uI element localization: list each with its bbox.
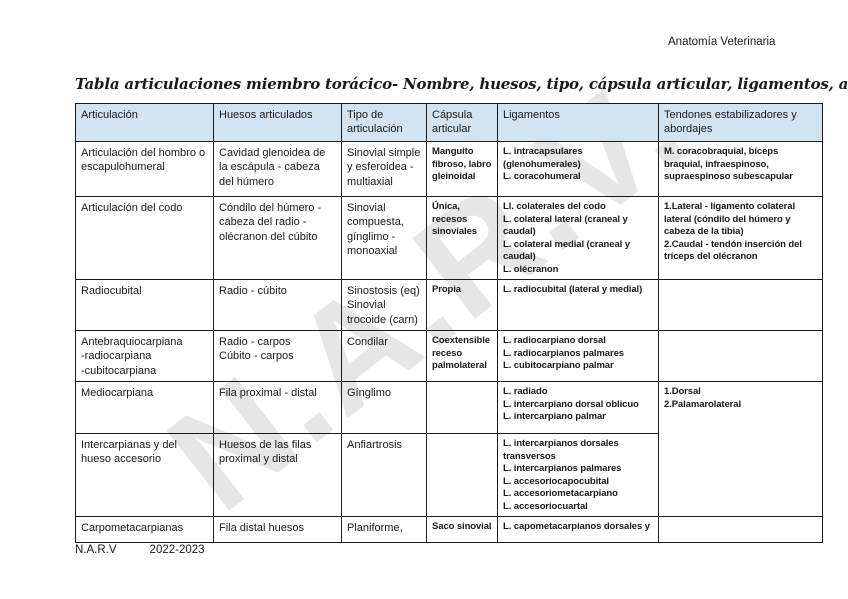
col-header-tipo: Tipo de articulación [341, 103, 427, 142]
cell-type: Gínglimo [341, 380, 427, 434]
cell-joint-name: Articulación del codo [75, 195, 214, 281]
cell-tendons [658, 279, 823, 332]
cell-capsule: Única, recesos sinoviales [426, 195, 498, 281]
cell-capsule [426, 432, 498, 518]
cell-ligaments: L. intercarpianos dorsales transversos L… [497, 432, 659, 518]
col-header-huesos: Huesos articulados [213, 103, 342, 142]
cell-bones: Fila distal huesos [213, 516, 342, 544]
cell-tendons-merged: 1.Dorsal 2.Palamarolateral [658, 380, 823, 518]
table-row: Intercarpianas y del hueso accesorio Hue… [75, 432, 823, 518]
cell-bones: Cavidad glenoidea de la escápula - cabez… [213, 141, 342, 197]
cell-bones: Cóndilo del húmero - cabeza del radio - … [213, 195, 342, 281]
col-header-capsula: Cápsula articular [426, 103, 498, 142]
cell-joint-name: Articulación del hombro o escapulohumera… [75, 141, 214, 197]
cell-joint-name: Carpometacarpianas [75, 516, 214, 544]
table-row: Mediocarpiana Fila proximal - distal Gín… [75, 380, 823, 518]
col-header-tendones: Tendones estabilizadores y abordajes [658, 103, 823, 142]
table-row: Articulación del codo Cóndilo del húmero… [75, 195, 823, 281]
cell-ligaments: L. radiocubital (lateral y medial) [497, 279, 659, 332]
cell-ligaments: Ll. colaterales del codo L. colateral la… [497, 195, 659, 281]
cell-joint-name: Radiocubital [75, 279, 214, 332]
table-row: Radiocubital Radio - cúbito Sinostosis (… [75, 279, 823, 332]
page-header-right: Anatomía Veterinaria [668, 36, 776, 48]
cell-capsule: Manguito fibroso, labro gleinoidal [426, 141, 498, 197]
cell-bones: Radio - cúbito [213, 279, 342, 332]
cell-tendons [658, 516, 823, 544]
cell-ligaments: L. radiocarpiano dorsal L. radiocarpiano… [497, 330, 659, 382]
cell-type: Sinostosis (eq) Sinovial trocoide (carn) [341, 279, 427, 332]
cell-joint-name: Antebraquiocarpiana -radiocarpiana -cubi… [75, 330, 214, 382]
cell-capsule: Saco sinovial [426, 516, 498, 544]
joints-table: Articulación Huesos articulados Tipo de … [75, 103, 823, 544]
table-header-row: Articulación Huesos articulados Tipo de … [75, 103, 823, 142]
cell-bones: Radio - carpos Cúbito - carpos [213, 330, 342, 382]
cell-tendons: M. coracobraquial, bíceps braquial, infr… [658, 141, 823, 197]
cell-type: Sinovial compuesta, gínglimo - monoaxial [341, 195, 427, 281]
cell-bones: Huesos de las filas proximal y distal [213, 432, 342, 518]
cell-capsule: Propia [426, 279, 498, 332]
cell-type: Condilar [341, 330, 427, 382]
col-header-articulacion: Articulación [75, 103, 214, 142]
page-footer: N.A.R.V 2022-2023 [75, 544, 205, 556]
cell-tendons [658, 330, 823, 382]
footer-author: N.A.R.V [75, 544, 117, 556]
page-title: Tabla articulaciones miembro torácico- N… [75, 75, 848, 93]
cell-joint-name: Mediocarpiana [75, 380, 214, 434]
cell-bones: Fila proximal - distal [213, 380, 342, 434]
footer-year: 2022-2023 [149, 544, 205, 556]
cell-tendons: 1.Lateral - ligamento colateral lateral … [658, 195, 823, 281]
table-row: Carpometacarpianas Fila distal huesos Pl… [75, 516, 823, 544]
cell-capsule: Coextensible receso palmolateral [426, 330, 498, 382]
col-header-ligamentos: Ligamentos [497, 103, 659, 142]
table-row: Articulación del hombro o escapulohumera… [75, 141, 823, 197]
table-row: Antebraquiocarpiana -radiocarpiana -cubi… [75, 330, 823, 382]
cell-capsule [426, 380, 498, 434]
cell-ligaments: L. intracapsulares (glenohumerales) L. c… [497, 141, 659, 197]
cell-type: Planiforme, [341, 516, 427, 544]
cell-ligaments: L. capometacarpianos dorsales y [497, 516, 659, 544]
cell-ligaments: L. radiado L. intercarpiano dorsal oblic… [497, 380, 659, 434]
cell-joint-name: Intercarpianas y del hueso accesorio [75, 432, 214, 518]
cell-type: Anfiartrosis [341, 432, 427, 518]
cell-type: Sinovial simple y esferoidea - multiaxia… [341, 141, 427, 197]
